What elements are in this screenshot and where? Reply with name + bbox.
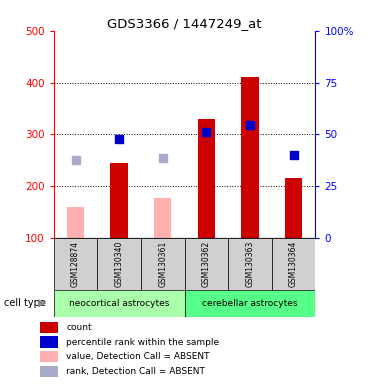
Text: percentile rank within the sample: percentile rank within the sample xyxy=(66,338,220,347)
Text: rank, Detection Call = ABSENT: rank, Detection Call = ABSENT xyxy=(66,367,206,376)
Text: cerebellar astrocytes: cerebellar astrocytes xyxy=(202,299,298,308)
Text: neocortical astrocytes: neocortical astrocytes xyxy=(69,299,170,308)
Bar xyxy=(40,336,58,348)
Title: GDS3366 / 1447249_at: GDS3366 / 1447249_at xyxy=(107,17,262,30)
Text: count: count xyxy=(66,323,92,332)
Bar xyxy=(272,238,315,290)
Text: GSM130361: GSM130361 xyxy=(158,241,167,287)
Point xyxy=(290,152,296,158)
Bar xyxy=(54,290,184,317)
Bar xyxy=(141,238,184,290)
Bar xyxy=(40,366,58,377)
Point xyxy=(203,129,209,135)
Text: GSM130363: GSM130363 xyxy=(246,241,255,287)
Bar xyxy=(54,238,97,290)
Bar xyxy=(241,78,259,238)
Text: GSM130364: GSM130364 xyxy=(289,241,298,287)
Bar xyxy=(198,119,215,238)
Bar xyxy=(111,163,128,238)
Bar xyxy=(184,290,315,317)
Bar xyxy=(285,179,302,238)
Bar xyxy=(154,198,171,238)
Point xyxy=(73,157,79,164)
Bar xyxy=(228,238,272,290)
Bar xyxy=(67,207,84,238)
Text: GSM128874: GSM128874 xyxy=(71,241,80,287)
Point xyxy=(116,136,122,142)
Point xyxy=(160,155,166,161)
Text: cell type: cell type xyxy=(4,298,46,308)
Text: GSM130340: GSM130340 xyxy=(115,241,124,287)
Text: value, Detection Call = ABSENT: value, Detection Call = ABSENT xyxy=(66,352,210,361)
Bar xyxy=(184,238,228,290)
Bar xyxy=(40,322,58,333)
Text: GSM130362: GSM130362 xyxy=(202,241,211,287)
Text: ▶: ▶ xyxy=(39,298,47,308)
Bar xyxy=(40,351,58,362)
Bar xyxy=(97,238,141,290)
Point xyxy=(247,122,253,128)
